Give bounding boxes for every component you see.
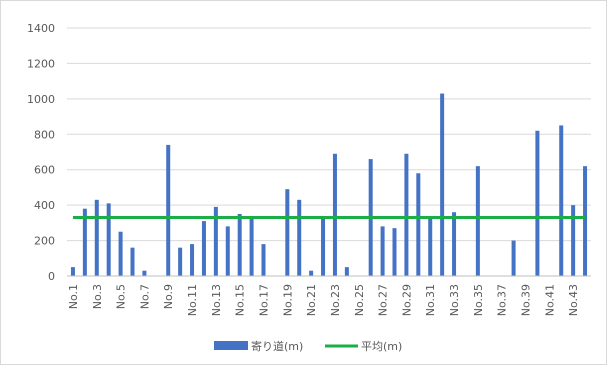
bar xyxy=(332,153,337,276)
x-tick-label: No.5 xyxy=(115,284,128,309)
x-tick-label: No.31 xyxy=(424,284,437,316)
x-tick-label: No.33 xyxy=(448,284,461,316)
legend-label-average: 平均(m) xyxy=(361,340,402,353)
bar xyxy=(428,217,433,276)
bar xyxy=(583,166,588,276)
bar xyxy=(190,244,195,276)
legend-label-detour: 寄り道(m) xyxy=(251,339,303,353)
x-tick-label: No.3 xyxy=(91,284,104,309)
x-tick-label: No.11 xyxy=(186,284,199,316)
y-tick-label: 400 xyxy=(34,199,55,212)
x-tick-label: No.9 xyxy=(162,284,175,309)
x-tick-label: No.7 xyxy=(138,284,151,309)
x-tick-label: No.29 xyxy=(400,284,413,316)
x-tick-label: No.43 xyxy=(567,284,580,316)
bar xyxy=(571,205,576,276)
bar xyxy=(309,270,314,276)
bar xyxy=(70,267,75,276)
bar xyxy=(201,221,206,276)
x-tick-label: No.35 xyxy=(472,284,485,316)
x-tick-label: No.25 xyxy=(353,284,366,316)
bar xyxy=(511,240,516,276)
bar xyxy=(380,226,385,276)
bar xyxy=(118,231,123,276)
x-tick-label: No.23 xyxy=(329,284,342,316)
x-tick-label: No.1 xyxy=(67,284,80,309)
bar xyxy=(475,166,480,276)
bar xyxy=(404,153,409,276)
x-tick-label: No.17 xyxy=(258,284,271,316)
x-tick-label: No.37 xyxy=(496,284,509,316)
bar xyxy=(392,228,397,276)
bar xyxy=(106,203,111,276)
x-tick-label: No.27 xyxy=(377,284,390,316)
bar xyxy=(344,267,349,276)
bar xyxy=(178,247,183,276)
y-tick-label: 200 xyxy=(34,235,55,248)
y-tick-label: 1000 xyxy=(27,93,55,106)
y-tick-label: 0 xyxy=(48,270,55,283)
bar xyxy=(261,244,266,276)
bar xyxy=(142,270,147,276)
x-tick-label: No.41 xyxy=(543,284,556,316)
y-tick-label: 800 xyxy=(34,128,55,141)
bar xyxy=(237,214,242,276)
bar xyxy=(535,130,540,276)
bar xyxy=(249,217,254,276)
bar xyxy=(82,208,87,276)
bar-series-detour xyxy=(70,93,588,277)
bar xyxy=(416,173,421,276)
y-tick-label: 1200 xyxy=(27,57,55,70)
bar xyxy=(321,217,326,276)
bar xyxy=(225,226,230,276)
bar xyxy=(213,206,218,276)
bar xyxy=(285,189,290,276)
y-tick-label: 1400 xyxy=(27,22,55,35)
x-tick-label: No.15 xyxy=(234,284,247,316)
y-axis-tick-labels: 0 200 400 600 800 1000 1200 1400 xyxy=(27,22,55,283)
x-tick-label: No.13 xyxy=(210,284,223,316)
legend: 寄り道(m) 平均(m) xyxy=(214,339,402,353)
bar xyxy=(440,93,445,277)
x-tick-label: No.21 xyxy=(305,284,318,316)
legend-swatch-detour xyxy=(214,341,248,350)
bar xyxy=(166,144,171,276)
bar xyxy=(559,125,564,276)
gridlines xyxy=(67,27,591,242)
y-tick-label: 600 xyxy=(34,164,55,177)
bar xyxy=(130,247,135,276)
x-axis-tick-labels: No.1 No.3 No.5 No.7 No.9 No.11 No.13 No.15 No.17… xyxy=(67,284,580,316)
bar xyxy=(297,199,302,276)
x-tick-label: No.19 xyxy=(281,284,294,316)
bar xyxy=(452,212,457,276)
x-tick-label: No.39 xyxy=(520,284,533,316)
bar xyxy=(94,199,99,276)
